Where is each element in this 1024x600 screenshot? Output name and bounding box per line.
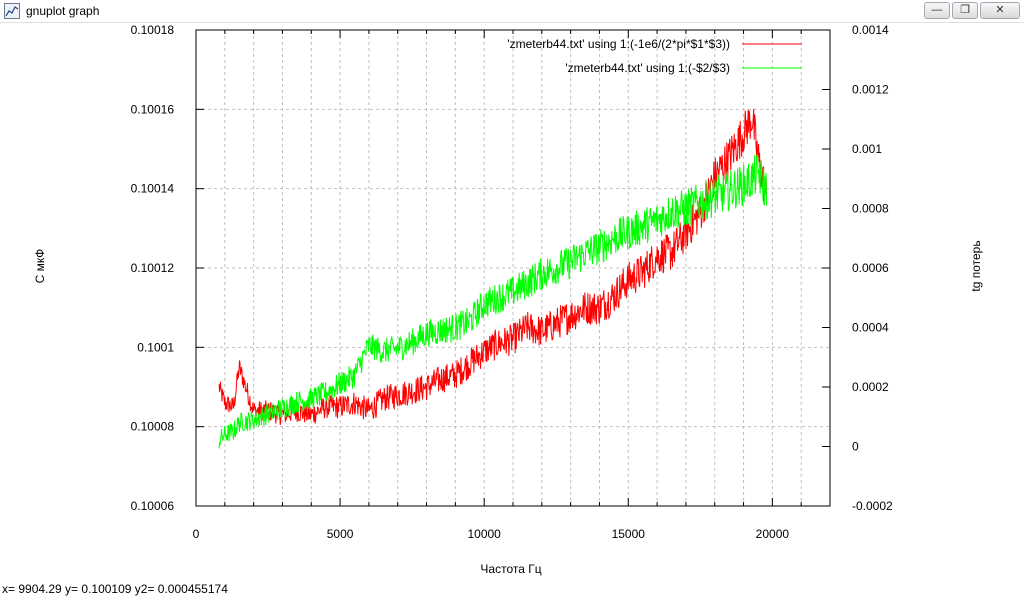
legend: 'zmeterb44.txt' using 1:(-1e6/(2*pi*$1*$… [507, 37, 802, 75]
y2-tick-label: 0.0008 [852, 202, 889, 216]
y2-tick-label: 0.0002 [852, 380, 889, 394]
series-line-1 [218, 108, 768, 425]
x-axis-label: Частота Гц [480, 562, 541, 576]
restore-icon: ❐ [960, 4, 970, 16]
y2-tick-label: 0.0004 [852, 321, 889, 335]
y2-axis-label: tg потерь [969, 240, 983, 291]
y-tick-label: 0.10008 [131, 420, 175, 434]
minimize-icon: — [931, 4, 943, 16]
y2-tick-label: 0.0012 [852, 83, 889, 97]
window-titlebar[interactable]: gnuplot graph — ❐ ✕ [0, 0, 1024, 23]
maximize-button[interactable]: ❐ [952, 2, 978, 19]
y2-tick-label: 0.001 [852, 142, 882, 156]
y-tick-label: 0.1001 [137, 340, 174, 354]
y-tick-label: 0.10012 [131, 261, 175, 275]
coordinate-readout: x= 9904.29 y= 0.100109 y2= 0.000455174 [2, 582, 228, 596]
axes: 0 5000 10000 15000 20000 0.10006 0.10008 0.1001… [131, 23, 893, 541]
y2-tick-label: -0.0002 [852, 499, 893, 513]
x-tick-label: 15000 [612, 527, 646, 541]
legend-label-2: 'zmeterb44.txt' using 1:(-$2/$3) [565, 61, 730, 75]
gnuplot-app-icon[interactable] [4, 3, 20, 19]
x-tick-label: 20000 [756, 527, 790, 541]
y-tick-label: 0.10006 [131, 499, 175, 513]
series-line-2 [218, 154, 768, 449]
data-series [218, 108, 768, 449]
y-axis-label: C мкФ [33, 249, 47, 284]
close-button[interactable]: ✕ [980, 2, 1020, 19]
gnuplot-chart[interactable]: 0 5000 10000 15000 20000 0.10006 0.10008 0.1001… [0, 22, 1024, 580]
grid-lines [196, 30, 830, 506]
x-tick-label: 10000 [467, 527, 501, 541]
x-tick-label: 5000 [327, 527, 354, 541]
y2-tick-label: 0.0014 [852, 23, 889, 37]
close-icon: ✕ [995, 4, 1005, 16]
y2-tick-label: 0.0006 [852, 261, 889, 275]
legend-label-1: 'zmeterb44.txt' using 1:(-1e6/(2*pi*$1*$… [507, 37, 730, 51]
x-tick-label: 0 [193, 527, 200, 541]
y-tick-label: 0.10016 [131, 102, 175, 116]
window-title: gnuplot graph [26, 4, 100, 18]
y2-tick-label: 0 [852, 440, 859, 454]
graph-icon [5, 6, 19, 17]
minimize-button[interactable]: — [924, 2, 950, 19]
y-tick-label: 0.10018 [131, 23, 175, 37]
y-tick-label: 0.10014 [131, 182, 175, 196]
